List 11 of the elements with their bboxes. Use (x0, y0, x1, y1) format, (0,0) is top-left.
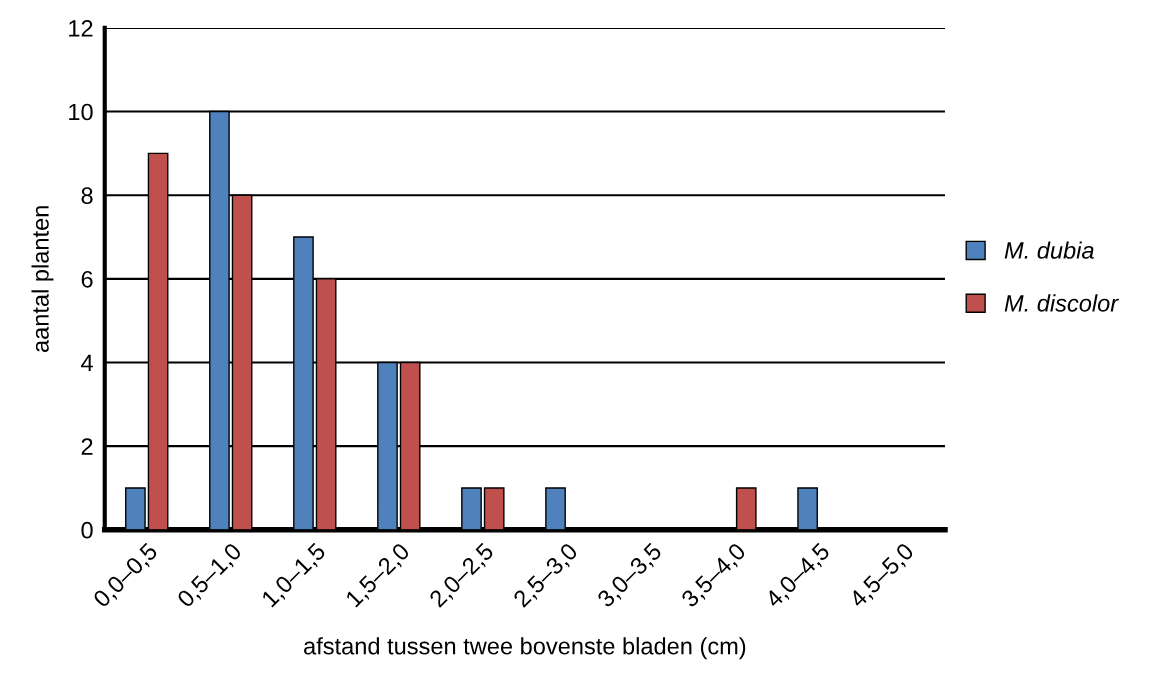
y-tick-label: 12 (69, 19, 93, 37)
y-tick-label: 10 (69, 103, 93, 121)
y-tick-label: 4 (81, 354, 93, 372)
legend-label: M. discolor (1004, 294, 1119, 312)
x-axis-title: afstand tussen twee bovenste bladen (cm) (304, 637, 746, 660)
legend-label: M. dubia (1004, 241, 1094, 259)
y-axis-title: aantal planten (31, 206, 54, 353)
y-tick-label: 0 (81, 521, 93, 539)
y-tick-label: 2 (81, 438, 93, 455)
y-tick-label: 8 (81, 187, 93, 204)
y-tick-label: 6 (81, 270, 93, 288)
